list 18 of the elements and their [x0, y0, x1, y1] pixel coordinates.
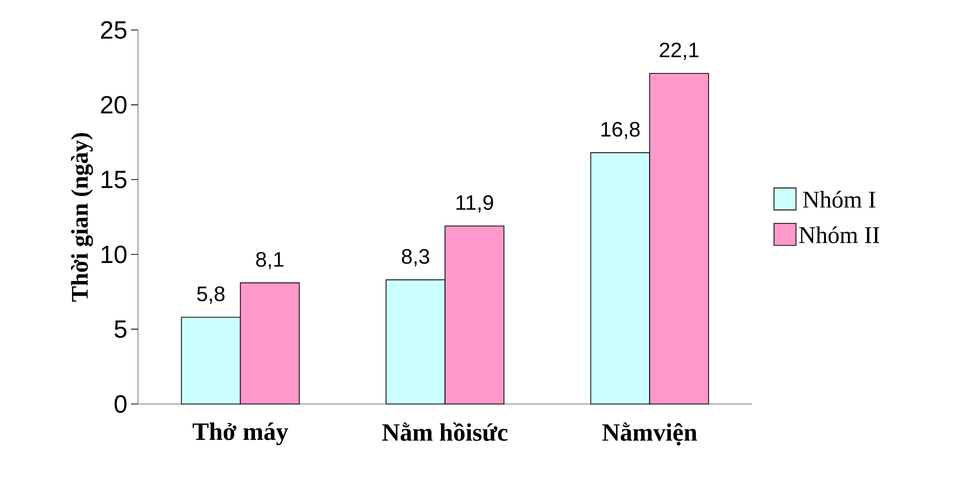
- data-label: 16,8: [601, 122, 640, 140]
- y-tick-label: 0: [114, 395, 127, 413]
- y-tick-label: 25: [101, 21, 126, 39]
- y-tick-label: 5: [114, 320, 126, 338]
- x-tick-label: Nằm hồisức: [382, 422, 508, 441]
- x-tick-label: Thở máy: [192, 422, 288, 446]
- data-label: 8,1: [256, 252, 284, 270]
- legend-label: Nhóm II: [799, 226, 880, 244]
- data-label: 5,8: [197, 286, 224, 304]
- legend-label: Nhóm I: [803, 190, 876, 208]
- y-tick-label: 15: [102, 170, 126, 188]
- data-label: 22,1: [660, 42, 698, 60]
- y-axis-title: Thời gian (ngày): [71, 133, 93, 302]
- data-label: 8,3: [402, 249, 430, 266]
- data-label: 11,9: [456, 195, 494, 212]
- x-tick-label: Nằmviện: [602, 422, 698, 446]
- y-tick-label: 10: [102, 246, 126, 264]
- y-tick-label: 20: [101, 96, 126, 114]
